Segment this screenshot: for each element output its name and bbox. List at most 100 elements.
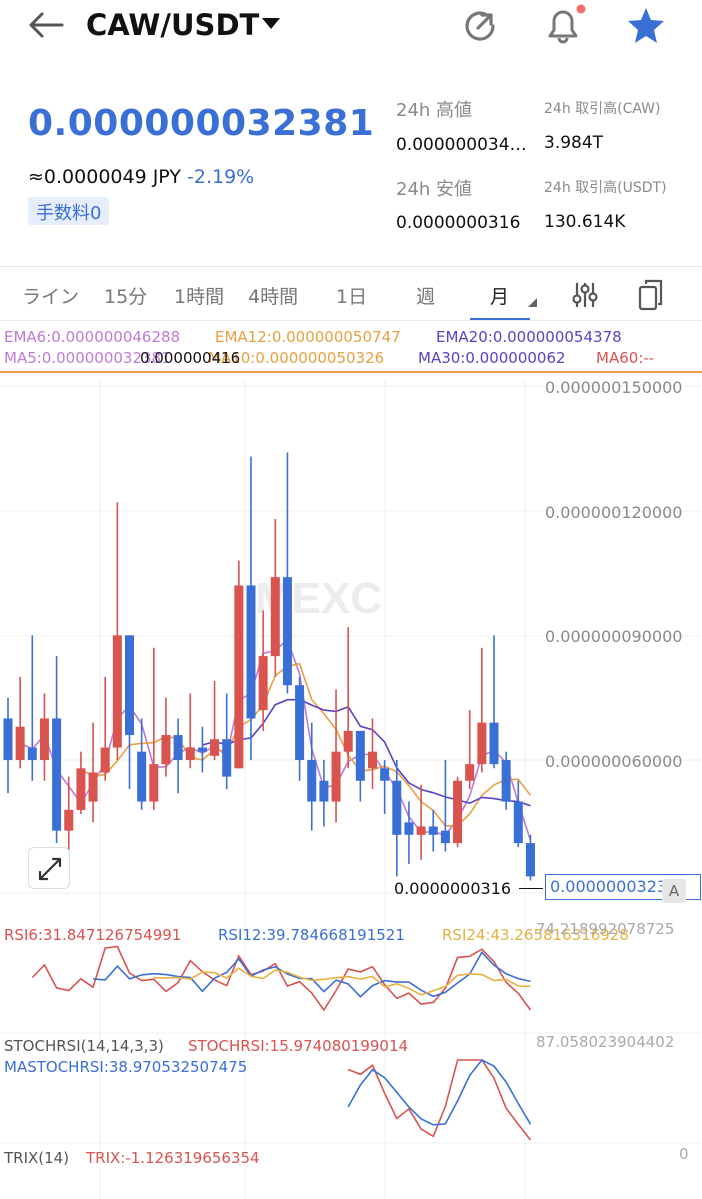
candle	[282, 452, 292, 694]
price-chart[interactable]: MEXC	[0, 321, 702, 1199]
tab-1h[interactable]: 1時間	[174, 286, 225, 308]
divider	[0, 320, 702, 321]
trix-name: TRIX(14)	[4, 1149, 70, 1167]
candle	[489, 635, 499, 769]
rsi6-line	[31, 945, 532, 1012]
candle	[64, 776, 74, 852]
rsi12-line	[92, 951, 531, 998]
candle-body	[258, 656, 268, 711]
ema12-label: EMA12:0.000000050747	[215, 328, 401, 346]
rsi24-label: RSI24:43.265816316928	[442, 926, 629, 944]
candle	[52, 656, 62, 844]
candle-body	[222, 739, 232, 777]
candle	[416, 784, 426, 860]
indicator-settings-icon[interactable]	[570, 280, 600, 310]
candle-body	[246, 585, 256, 719]
candle-body	[307, 760, 317, 802]
tab-line[interactable]: ライン	[22, 286, 80, 308]
candle	[137, 718, 147, 810]
trix-scale-min: 0	[679, 1145, 689, 1163]
candle-body	[368, 751, 377, 769]
rsi-scale-max: 74.218992078725	[536, 920, 675, 938]
pair-title[interactable]: CAW/USDT	[86, 8, 260, 42]
candle-body	[331, 751, 341, 802]
candle-body	[477, 722, 487, 765]
stochrsi-label: STOCHRSI:15.974080199014	[188, 1037, 409, 1055]
candle-body	[380, 768, 390, 781]
candle-body	[319, 780, 329, 802]
ma-crosshair-line	[0, 371, 702, 373]
candle	[477, 647, 487, 773]
refresh-share-icon[interactable]	[460, 6, 500, 46]
mastochrsi-label: MASTOCHRSI:38.970532507475	[4, 1058, 248, 1076]
ma30-label: MA30:0.000000062	[418, 349, 566, 367]
candle	[246, 456, 256, 760]
candle	[3, 697, 13, 794]
candle	[295, 676, 305, 781]
ema6-label: EMA6:0.000000046288	[4, 328, 181, 346]
candle-body	[161, 735, 171, 765]
candle-body	[465, 764, 475, 781]
candle	[185, 693, 195, 769]
candle-body	[489, 722, 499, 765]
y-tick-label: 0.000000150000	[545, 378, 683, 397]
stochrsi-lines	[347, 1058, 532, 1141]
top-bar: CAW/USDT	[0, 0, 702, 60]
back-arrow-icon[interactable]	[26, 10, 66, 40]
auto-scale-button[interactable]: A	[662, 879, 686, 903]
tab-4h[interactable]: 4時間	[248, 286, 299, 308]
candle-body	[15, 726, 25, 760]
candle	[355, 730, 365, 802]
candle-body	[173, 735, 183, 760]
candle-body	[88, 772, 98, 802]
star-icon[interactable]	[626, 6, 666, 44]
dropdown-caret-icon[interactable]	[262, 18, 280, 29]
trix-label: TRIX:-1.126319656354	[86, 1149, 260, 1167]
max-price-marker: 0.000000416	[140, 349, 241, 367]
candle	[440, 760, 450, 852]
candle-body	[3, 718, 13, 760]
tab-15m[interactable]: 15分	[104, 286, 148, 308]
candle	[428, 809, 438, 852]
candle	[210, 681, 220, 760]
rsi12-label: RSI12:39.784668191521	[218, 926, 405, 944]
jpy-approx-row: ≈0.0000049 JPY -2.19%	[28, 166, 254, 188]
tab-month[interactable]: 月	[490, 286, 510, 308]
candle	[465, 710, 475, 790]
candle-body	[52, 718, 62, 831]
candle	[76, 751, 86, 815]
bell-icon[interactable]	[542, 4, 588, 46]
candle	[501, 751, 511, 810]
candle-body	[440, 830, 450, 844]
fee-badge[interactable]: 手数料0	[28, 197, 110, 225]
y-tick-label: 0.000000090000	[545, 627, 683, 646]
candle	[319, 760, 329, 827]
candle	[343, 627, 353, 769]
change-percent: -2.19%	[187, 166, 255, 188]
stochrsi-name: STOCHRSI(14,14,3,3)	[4, 1037, 164, 1055]
candle	[513, 780, 523, 848]
active-tab-underline	[470, 318, 530, 321]
candle-body	[513, 801, 523, 844]
expand-button[interactable]	[28, 847, 70, 889]
candle	[161, 697, 171, 777]
copy-device-icon[interactable]	[636, 278, 666, 312]
divider	[0, 266, 702, 267]
jpy-approx: ≈0.0000049 JPY	[28, 166, 181, 188]
candle-body	[525, 843, 535, 877]
vol-usdt-label: 24h 取引高(USDT)	[544, 180, 667, 196]
rsi-lines	[31, 945, 532, 1012]
candle	[112, 502, 122, 760]
candle	[39, 693, 49, 781]
candle-body	[112, 635, 122, 748]
tab-1d[interactable]: 1日	[336, 286, 368, 308]
rsi24-line	[153, 967, 531, 996]
candle-body	[137, 751, 147, 802]
tab-week[interactable]: 週	[416, 286, 436, 308]
tab-month-corner-icon	[528, 298, 537, 307]
notification-dot-icon	[576, 4, 586, 14]
vol-usdt-value: 130.614K	[544, 212, 626, 232]
candle	[453, 776, 463, 848]
low-price-marker: 0.0000000316	[394, 879, 512, 898]
stochrsi-line	[347, 1059, 532, 1141]
